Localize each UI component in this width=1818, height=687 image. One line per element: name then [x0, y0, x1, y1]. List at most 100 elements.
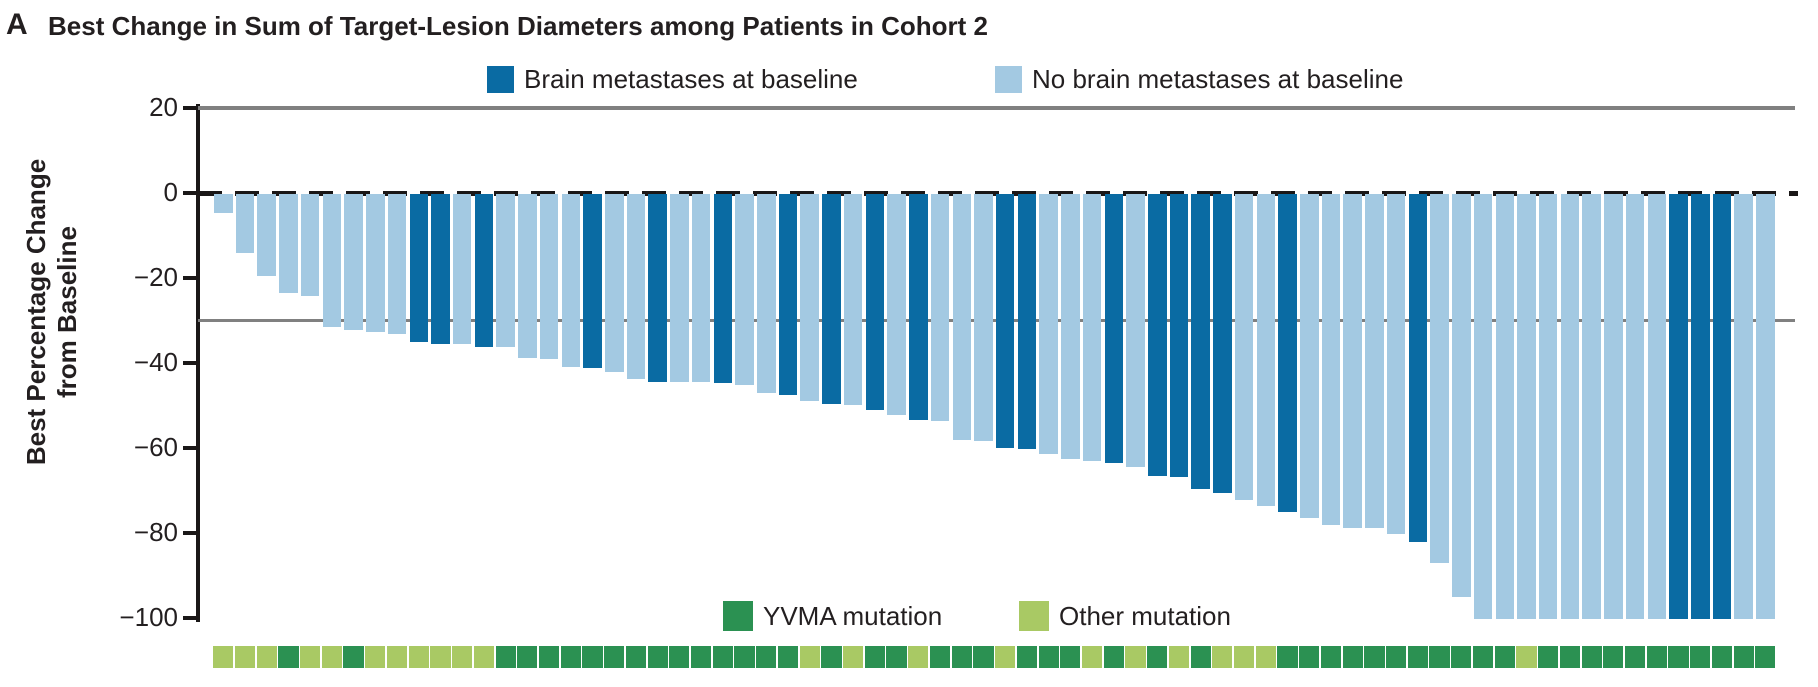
mutation-marker: [1538, 646, 1559, 668]
waterfall-bar: [713, 194, 733, 383]
waterfall-bar: [1734, 194, 1753, 619]
yvma-mutation-label: YVMA mutation: [763, 601, 943, 631]
waterfall-bar: [1017, 194, 1037, 449]
waterfall-bar: [1452, 194, 1471, 598]
mutation-marker: [495, 646, 516, 668]
mutation-marker: [734, 646, 755, 668]
waterfall-bar: [757, 194, 776, 394]
reference-line-zero-dashed: [198, 190, 1798, 196]
mutation-marker: [777, 646, 799, 668]
y-axis-title-line2: from Baseline: [52, 226, 82, 398]
mutation-marker: [1711, 646, 1733, 668]
mutation-marker: [452, 646, 473, 668]
mutation-marker: [604, 646, 625, 668]
mutation-marker: [1581, 646, 1602, 668]
y-axis-tick-label: −40: [133, 347, 178, 377]
waterfall-bar: [496, 194, 515, 348]
mutation-marker: [1277, 646, 1298, 668]
mutation-marker: [690, 646, 712, 668]
waterfall-bar: [1061, 194, 1080, 460]
mutation-marker: [1429, 646, 1450, 668]
mutation-marker: [213, 646, 234, 668]
mutation-marker: [821, 646, 842, 668]
mutation-marker: [343, 646, 364, 668]
y-axis-tick-label: 0: [163, 177, 178, 207]
waterfall-bar: [583, 194, 602, 368]
mutation-marker: [1690, 646, 1711, 668]
waterfall-bar: [605, 194, 624, 372]
waterfall-bar: [670, 194, 689, 382]
waterfall-bar: [279, 194, 298, 294]
mutation-marker: [560, 646, 581, 668]
waterfall-bar: [822, 194, 841, 405]
waterfall-bar: [648, 194, 667, 382]
mutation-marker: [647, 646, 668, 668]
waterfall-bar: [1082, 194, 1102, 462]
y-axis-tick-label: −80: [133, 517, 178, 547]
mutation-marker: [1624, 646, 1646, 668]
waterfall-bar: [691, 194, 711, 382]
legend-other-mutation-item: Other mutation: [1019, 601, 1231, 631]
mutation-marker: [1451, 646, 1472, 668]
mutation-marker: [908, 646, 929, 668]
mutation-marker: [256, 646, 277, 668]
legend-brain-mets-item: Brain metastases at baseline: [487, 65, 858, 93]
mutation-marker: [1038, 646, 1059, 668]
waterfall-bar: [1039, 194, 1058, 454]
figure-title: Best Change in Sum of Target-Lesion Diam…: [48, 11, 988, 41]
mutation-marker: [365, 646, 386, 668]
waterfall-bar: [452, 194, 472, 345]
waterfall-bar: [909, 194, 928, 420]
no-brain-mets-swatch: [995, 65, 1022, 93]
mutation-marker: [1364, 646, 1385, 668]
waterfall-bar: [1126, 194, 1145, 468]
mutation-marker: [1147, 646, 1168, 668]
mutation-marker: [430, 646, 451, 668]
waterfall-bar: [474, 194, 494, 347]
mutation-marker: [712, 646, 733, 668]
waterfall-bar: [1104, 194, 1124, 463]
mutation-marker: [669, 646, 690, 668]
waterfall-bar: [214, 194, 233, 213]
waterfall-bar: [1495, 194, 1515, 619]
y-axis-tick: [183, 276, 198, 280]
mutation-marker: [1755, 646, 1776, 668]
mutation-marker: [300, 646, 321, 668]
mutation-marker: [1646, 646, 1667, 668]
mutation-marker: [625, 646, 647, 668]
waterfall-bar: [1365, 194, 1384, 528]
mutation-marker: [1386, 646, 1407, 668]
mutation-marker: [278, 646, 299, 668]
waterfall-bar: [843, 194, 863, 406]
mutation-marker: [951, 646, 972, 668]
waterfall-bar: [1343, 194, 1362, 528]
mutation-marker: [1407, 646, 1428, 668]
mutation-marker: [864, 646, 885, 668]
mutation-marker: [756, 646, 777, 668]
y-axis-tick-label: 20: [149, 92, 178, 122]
mutation-marker: [1299, 646, 1320, 668]
y-axis-tick: [183, 616, 198, 620]
waterfall-bar: [626, 194, 646, 380]
y-axis-tick: [183, 446, 198, 450]
waterfall-bar: [1604, 194, 1623, 619]
mutation-marker: [1559, 646, 1580, 668]
y-axis-tick: [183, 191, 198, 195]
reference-line-plus20: [198, 106, 1795, 110]
y-axis-tick-label: −60: [133, 432, 178, 462]
mutation-marker: [234, 646, 256, 668]
waterfall-bar: [865, 194, 885, 411]
mutation-marker: [582, 646, 603, 668]
y-axis-tick-label: −20: [133, 262, 178, 292]
waterfall-bar: [1278, 194, 1297, 513]
waterfall-bar: [387, 194, 407, 334]
waterfall-bar: [257, 194, 276, 277]
waterfall-bar: [800, 194, 819, 401]
mutation-marker: [1233, 646, 1255, 668]
waterfall-bar: [1712, 194, 1732, 619]
y-axis-tick: [183, 361, 198, 365]
mutation-marker: [1733, 646, 1754, 668]
waterfall-bar: [1669, 194, 1688, 619]
waterfall-bar: [1300, 194, 1319, 519]
mutation-marker: [1603, 646, 1624, 668]
